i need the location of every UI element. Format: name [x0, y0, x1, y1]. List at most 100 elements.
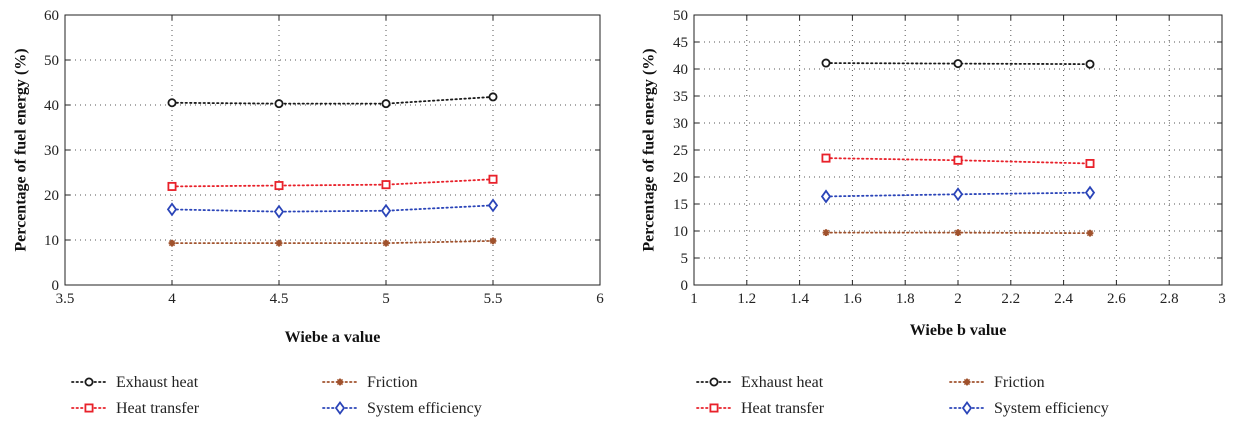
- y-tick-label: 60: [44, 8, 59, 24]
- legend-item: Heat transfer: [696, 400, 825, 417]
- data-point: [1085, 158, 1095, 168]
- x-tick-label: 3: [1218, 291, 1226, 307]
- data-point: [274, 181, 284, 191]
- legend-label: System efficiency: [367, 400, 482, 417]
- legend-label: System efficiency: [994, 400, 1109, 417]
- grid-lines: [65, 15, 600, 285]
- series-line: [171, 96, 494, 105]
- y-tick-label: 20: [673, 170, 688, 186]
- series-friction: [168, 237, 497, 247]
- x-tick-label: 1.8: [896, 291, 915, 307]
- x-tick-label: 4.5: [270, 291, 289, 307]
- legend-label: Exhaust heat: [741, 374, 824, 391]
- legend-marker: [334, 400, 346, 416]
- legend-marker: [84, 377, 94, 387]
- data-point: [953, 59, 963, 69]
- data-point: [168, 239, 176, 247]
- legend-label: Friction: [994, 374, 1045, 391]
- x-tick-label: 1.4: [790, 291, 809, 307]
- y-tick-label: 20: [44, 188, 59, 204]
- chart-panel-2: 1 1.2 1.4 1.6 1.8 2 2.2 2.4 2.6 2.8 30510152025303…: [641, 8, 1226, 417]
- x-tick-label: 2.6: [1107, 291, 1126, 307]
- y-tick-label: 40: [44, 98, 59, 114]
- y-tick-label: 15: [673, 197, 688, 213]
- legend: Exhaust heat Friction Heat transfer System …: [696, 374, 1109, 417]
- data-point: [820, 189, 832, 204]
- x-tick-label: 6: [596, 291, 604, 307]
- y-tick-label: 0: [52, 278, 60, 294]
- data-point: [488, 92, 498, 102]
- x-tick-label: 1.2: [737, 291, 756, 307]
- series-friction: [822, 229, 1094, 237]
- y-tick-label: 50: [673, 8, 688, 24]
- data-point: [821, 58, 831, 68]
- legend-item: Friction: [322, 374, 418, 391]
- legend-item: Friction: [949, 374, 1045, 391]
- series-exhaust-heat: [167, 92, 498, 109]
- data-point: [380, 203, 392, 218]
- legend-marker: [709, 377, 719, 387]
- y-tick-label: 10: [673, 224, 688, 240]
- data-point: [821, 153, 831, 163]
- series-heat-transfer: [167, 174, 498, 191]
- x-tick-label: 2.8: [1160, 291, 1179, 307]
- legend-item: System efficiency: [949, 400, 1109, 417]
- x-tick-label: 1.6: [843, 291, 862, 307]
- y-tick-label: 30: [44, 143, 59, 159]
- data-point: [1086, 229, 1094, 237]
- data-point: [381, 180, 391, 190]
- legend: Exhaust heat Friction Heat transfer System …: [71, 374, 482, 417]
- y-tick-label: 35: [673, 89, 688, 105]
- data-point: [487, 198, 499, 213]
- series-system-efficiency: [166, 198, 499, 219]
- x-tick-label: 5.5: [484, 291, 503, 307]
- data-point: [167, 98, 177, 108]
- legend-label: Exhaust heat: [116, 374, 199, 391]
- series-heat-transfer: [821, 153, 1095, 168]
- x-tick-label: 2.2: [1001, 291, 1020, 307]
- data-point: [1085, 59, 1095, 69]
- data-point: [273, 204, 285, 219]
- data-point: [382, 239, 390, 247]
- y-tick-label: 40: [673, 62, 688, 78]
- legend-label: Heat transfer: [116, 400, 200, 417]
- y-tick-label: 45: [673, 35, 688, 51]
- data-point: [489, 237, 497, 245]
- legend-label: Friction: [367, 374, 418, 391]
- x-tick-label: 4: [168, 291, 176, 307]
- legend-item: Heat transfer: [71, 400, 200, 417]
- series-line: [171, 178, 494, 188]
- x-tick-label: 2: [954, 291, 962, 307]
- legend-marker: [709, 403, 719, 413]
- legend-marker: [961, 400, 973, 416]
- y-tick-label: 0: [681, 278, 689, 294]
- series-line: [171, 204, 494, 213]
- x-tick-label: 5: [382, 291, 390, 307]
- grid-lines: [694, 15, 1222, 285]
- data-point: [274, 99, 284, 109]
- y-tick-label: 25: [673, 143, 688, 159]
- data-point: [822, 229, 830, 237]
- x-tick-label: 3.5: [56, 291, 75, 307]
- y-axis-label: Percentage of fuel energy (%): [13, 48, 30, 251]
- series-exhaust-heat: [821, 58, 1095, 69]
- data-point: [488, 174, 498, 184]
- data-point: [166, 202, 178, 217]
- legend-item: Exhaust heat: [696, 374, 824, 391]
- y-tick-label: 10: [44, 233, 59, 249]
- legend-marker: [336, 378, 344, 386]
- data-point: [953, 155, 963, 165]
- data-point: [275, 239, 283, 247]
- series-system-efficiency: [820, 185, 1096, 204]
- x-axis-label: Wiebe b value: [910, 322, 1007, 339]
- legend-item: Exhaust heat: [71, 374, 199, 391]
- data-point: [952, 187, 964, 202]
- data-point: [1084, 185, 1096, 200]
- data-point: [381, 99, 391, 109]
- x-tick-label: 1: [690, 291, 698, 307]
- legend-label: Heat transfer: [741, 400, 825, 417]
- data-point: [167, 181, 177, 191]
- y-tick-label: 50: [44, 53, 59, 69]
- data-point: [954, 229, 962, 237]
